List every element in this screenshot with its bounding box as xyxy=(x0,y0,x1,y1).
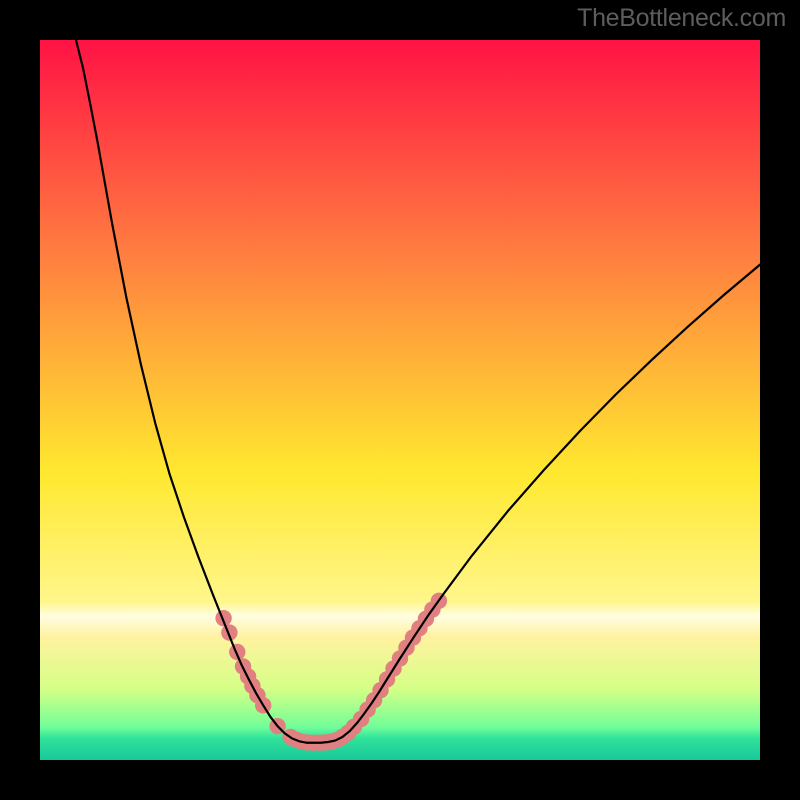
chart-frame: TheBottleneck.com xyxy=(0,0,800,800)
watermark-text: TheBottleneck.com xyxy=(577,4,786,33)
bottleneck-chart xyxy=(0,0,800,800)
